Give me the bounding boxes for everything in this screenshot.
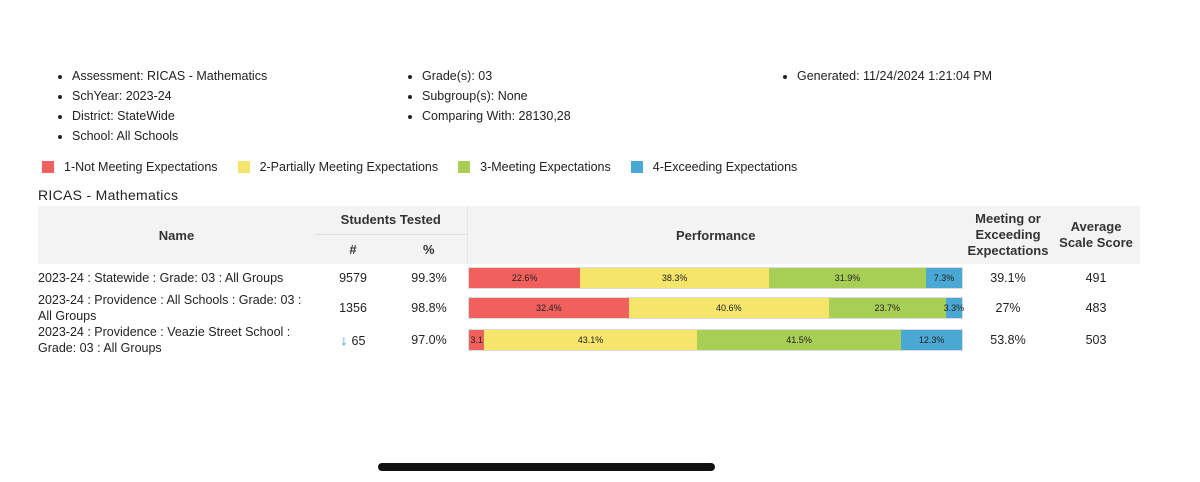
legend-swatch-partially-meeting: [237, 161, 250, 173]
row-average-scale-score: 503: [1085, 333, 1107, 347]
row-count-cell: ↓ 65: [315, 324, 391, 356]
meta-assessment: Assessment: RICAS - Mathematics: [72, 66, 267, 86]
meta-school: School: All Schools: [72, 126, 267, 146]
segment-exceeding: 7.3%: [926, 268, 962, 288]
legend-item-partially-meeting: 2-Partially Meeting Expectations: [237, 160, 439, 174]
row-name: 2023-24 : Providence : Veazie Street Sch…: [38, 325, 291, 355]
header-average-scale-score: Average Scale Score: [1052, 206, 1141, 264]
row-performance-cell: 32.4% 40.6% 23.7% 3.3%: [467, 292, 964, 324]
metadata-column-1: Assessment: RICAS - Mathematics SchYear:…: [52, 66, 267, 146]
segment-partially-meeting: 43.1%: [484, 330, 697, 350]
legend-label-exceeding: 4-Exceeding Expectations: [652, 160, 798, 174]
segment-not-meeting: 22.6%: [469, 268, 581, 288]
legend-item-exceeding: 4-Exceeding Expectations: [630, 160, 798, 174]
segment-not-meeting: 3.1: [469, 330, 485, 350]
performance-legend: 1-Not Meeting Expectations 2-Partially M…: [42, 160, 817, 174]
results-table: Name Students Tested Performance Meeting…: [38, 206, 1141, 356]
segment-partially-meeting: 40.6%: [628, 298, 829, 318]
header-percent: %: [391, 234, 468, 264]
header-name: Name: [38, 206, 315, 264]
row-count-cell: 9579: [315, 264, 391, 292]
row-count: 9579: [339, 271, 367, 285]
legend-label-partially-meeting: 2-Partially Meeting Expectations: [259, 160, 439, 174]
legend-label-not-meeting: 1-Not Meeting Expectations: [64, 160, 218, 174]
meta-subgroup: Subgroup(s): None: [422, 86, 571, 106]
report-metadata: Assessment: RICAS - Mathematics SchYear:…: [52, 66, 1152, 150]
meta-district: District: StateWide: [72, 106, 267, 126]
row-average-scale-score: 491: [1085, 271, 1107, 285]
row-meeting-or-exceeding: 39.1%: [990, 271, 1026, 285]
performance-bar: 32.4% 40.6% 23.7% 3.3%: [468, 297, 964, 319]
segment-not-meeting: 32.4%: [469, 298, 629, 318]
performance-bar: 3.1 43.1% 41.5% 12.3%: [468, 329, 964, 351]
home-indicator: [378, 463, 715, 471]
segment-meeting: 31.9%: [768, 268, 927, 288]
row-percent: 97.0%: [411, 333, 447, 347]
row-name: 2023-24 : Providence : All Schools : Gra…: [38, 293, 302, 323]
header-count: #: [315, 234, 391, 264]
legend-label-meeting: 3-Meeting Expectations: [480, 160, 611, 174]
row-count-cell: 1356: [315, 292, 391, 324]
segment-meeting: 41.5%: [696, 330, 902, 350]
legend-swatch-meeting: [458, 161, 471, 173]
row-performance-cell: 3.1 43.1% 41.5% 12.3%: [467, 324, 964, 356]
segment-exceeding: 3.3%: [944, 298, 964, 318]
row-count: 65: [351, 334, 366, 348]
segment-partially-meeting: 38.3%: [580, 268, 769, 288]
metadata-column-3: Generated: 11/24/2024 1:21:04 PM: [777, 66, 992, 86]
legend-item-not-meeting: 1-Not Meeting Expectations: [42, 160, 218, 174]
row-name: 2023-24 : Statewide : Grade: 03 : All Gr…: [38, 271, 284, 285]
meta-comparing-with: Comparing With: 28130,28: [422, 106, 571, 126]
legend-item-meeting: 3-Meeting Expectations: [458, 160, 611, 174]
row-meeting-or-exceeding: 27%: [995, 301, 1021, 315]
meta-grade: Grade(s): 03: [422, 66, 571, 86]
meta-school-year: SchYear: 2023-24: [72, 86, 267, 106]
segment-exceeding: 12.3%: [901, 330, 962, 350]
metadata-column-2: Grade(s): 03 Subgroup(s): None Comparing…: [402, 66, 571, 126]
row-percent: 99.3%: [411, 271, 447, 285]
meta-generated: Generated: 11/24/2024 1:21:04 PM: [797, 66, 992, 86]
row-meeting-or-exceeding: 53.8%: [990, 333, 1026, 347]
table-row: 2023-24 : Providence : All Schools : Gra…: [38, 292, 1140, 324]
performance-bar: 22.6% 38.3% 31.9% 7.3%: [468, 267, 964, 289]
arrow-down-icon: ↓: [340, 332, 348, 348]
table-row: 2023-24 : Providence : Veazie Street Sch…: [38, 324, 1140, 356]
row-average-scale-score: 483: [1085, 301, 1107, 315]
section-title: RICAS - Mathematics: [38, 187, 179, 203]
legend-swatch-not-meeting: [42, 161, 54, 173]
header-meeting-or-exceeding: Meeting or Exceeding Expectations: [964, 206, 1053, 264]
row-count: 1356: [339, 301, 367, 315]
legend-swatch-exceeding: [630, 161, 643, 173]
header-students-tested: Students Tested: [315, 206, 468, 235]
header-performance: Performance: [466, 206, 965, 264]
row-percent: 98.8%: [411, 301, 447, 315]
row-performance-cell: 22.6% 38.3% 31.9% 7.3%: [467, 264, 964, 292]
segment-meeting: 23.7%: [828, 298, 946, 318]
table-row: 2023-24 : Statewide : Grade: 03 : All Gr…: [38, 264, 1140, 292]
